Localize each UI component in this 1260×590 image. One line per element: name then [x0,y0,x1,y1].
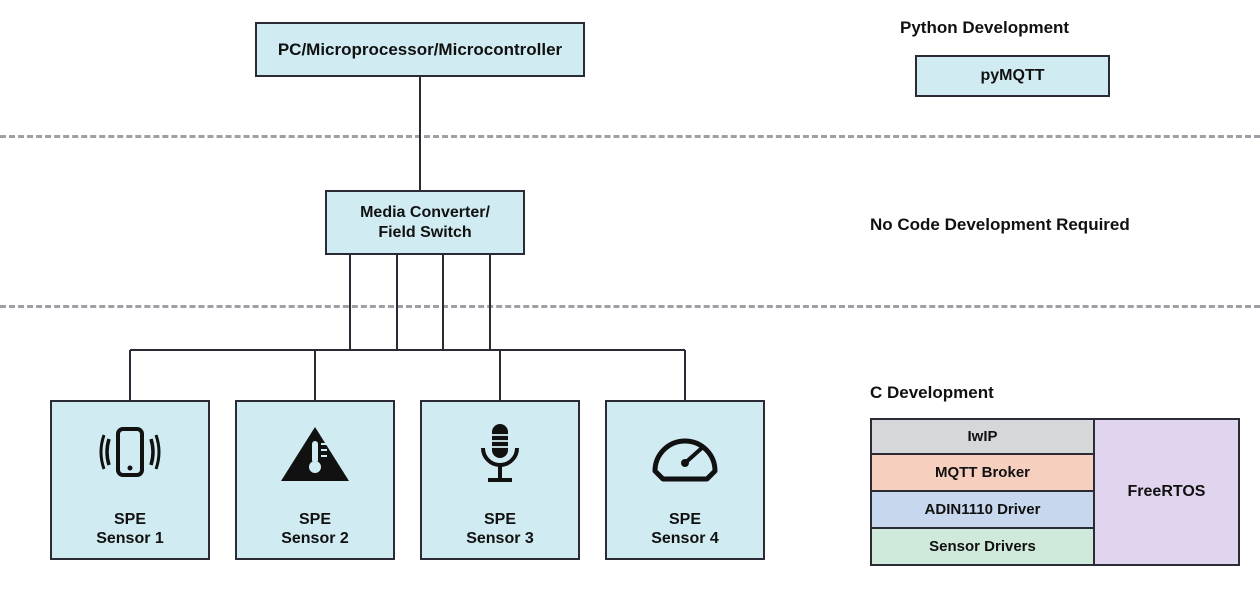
sensor-3-label: SPE Sensor 3 [466,510,534,548]
stack-adin: ADIN1110 Driver [870,492,1095,529]
stack-adin-label: ADIN1110 Driver [925,501,1041,518]
sensor-2: SPE Sensor 2 [235,400,395,560]
stack-freertos-label: FreeRTOS [1128,483,1206,501]
stack-mqtt-label: MQTT Broker [935,464,1030,481]
sensor-4: SPE Sensor 4 [605,400,765,560]
sensor-2-label: SPE Sensor 2 [281,510,349,548]
microphone-icon [422,402,578,510]
software-stack: IwIP MQTT Broker ADIN1110 Driver Sensor … [870,418,1240,566]
temp-warning-icon [237,402,393,510]
stack-lwip: IwIP [870,418,1095,455]
sensor-1: SPE Sensor 1 [50,400,210,560]
gauge-icon [607,402,763,510]
stack-drivers-label: Sensor Drivers [929,538,1036,555]
sensor-1-label: SPE Sensor 1 [96,510,164,548]
stack-mqtt: MQTT Broker [870,455,1095,492]
phone-vibrate-icon [52,402,208,510]
sensor-4-label: SPE Sensor 4 [651,510,719,548]
sensor-3: SPE Sensor 3 [420,400,580,560]
stack-drivers: Sensor Drivers [870,529,1095,566]
stack-freertos: FreeRTOS [1095,418,1240,566]
stack-lwip-label: IwIP [967,428,997,445]
